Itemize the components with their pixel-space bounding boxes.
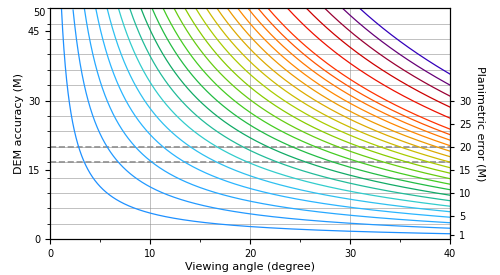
Text: 50: 50 [34, 8, 46, 18]
Y-axis label: Planimetric error (M): Planimetric error (M) [476, 66, 486, 182]
X-axis label: Viewing angle (degree): Viewing angle (degree) [185, 262, 315, 272]
Y-axis label: DEM accuracy (M): DEM accuracy (M) [14, 73, 24, 174]
